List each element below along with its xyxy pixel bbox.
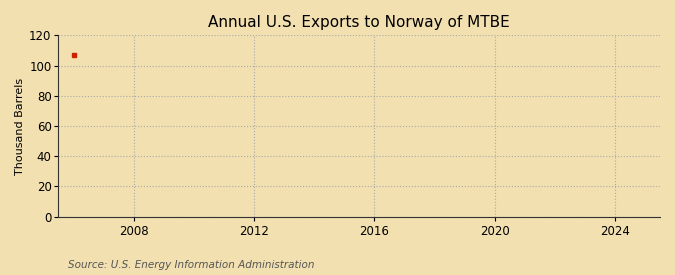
Text: Source: U.S. Energy Information Administration: Source: U.S. Energy Information Administ… [68, 260, 314, 270]
Title: Annual U.S. Exports to Norway of MTBE: Annual U.S. Exports to Norway of MTBE [209, 15, 510, 30]
Y-axis label: Thousand Barrels: Thousand Barrels [15, 78, 25, 175]
